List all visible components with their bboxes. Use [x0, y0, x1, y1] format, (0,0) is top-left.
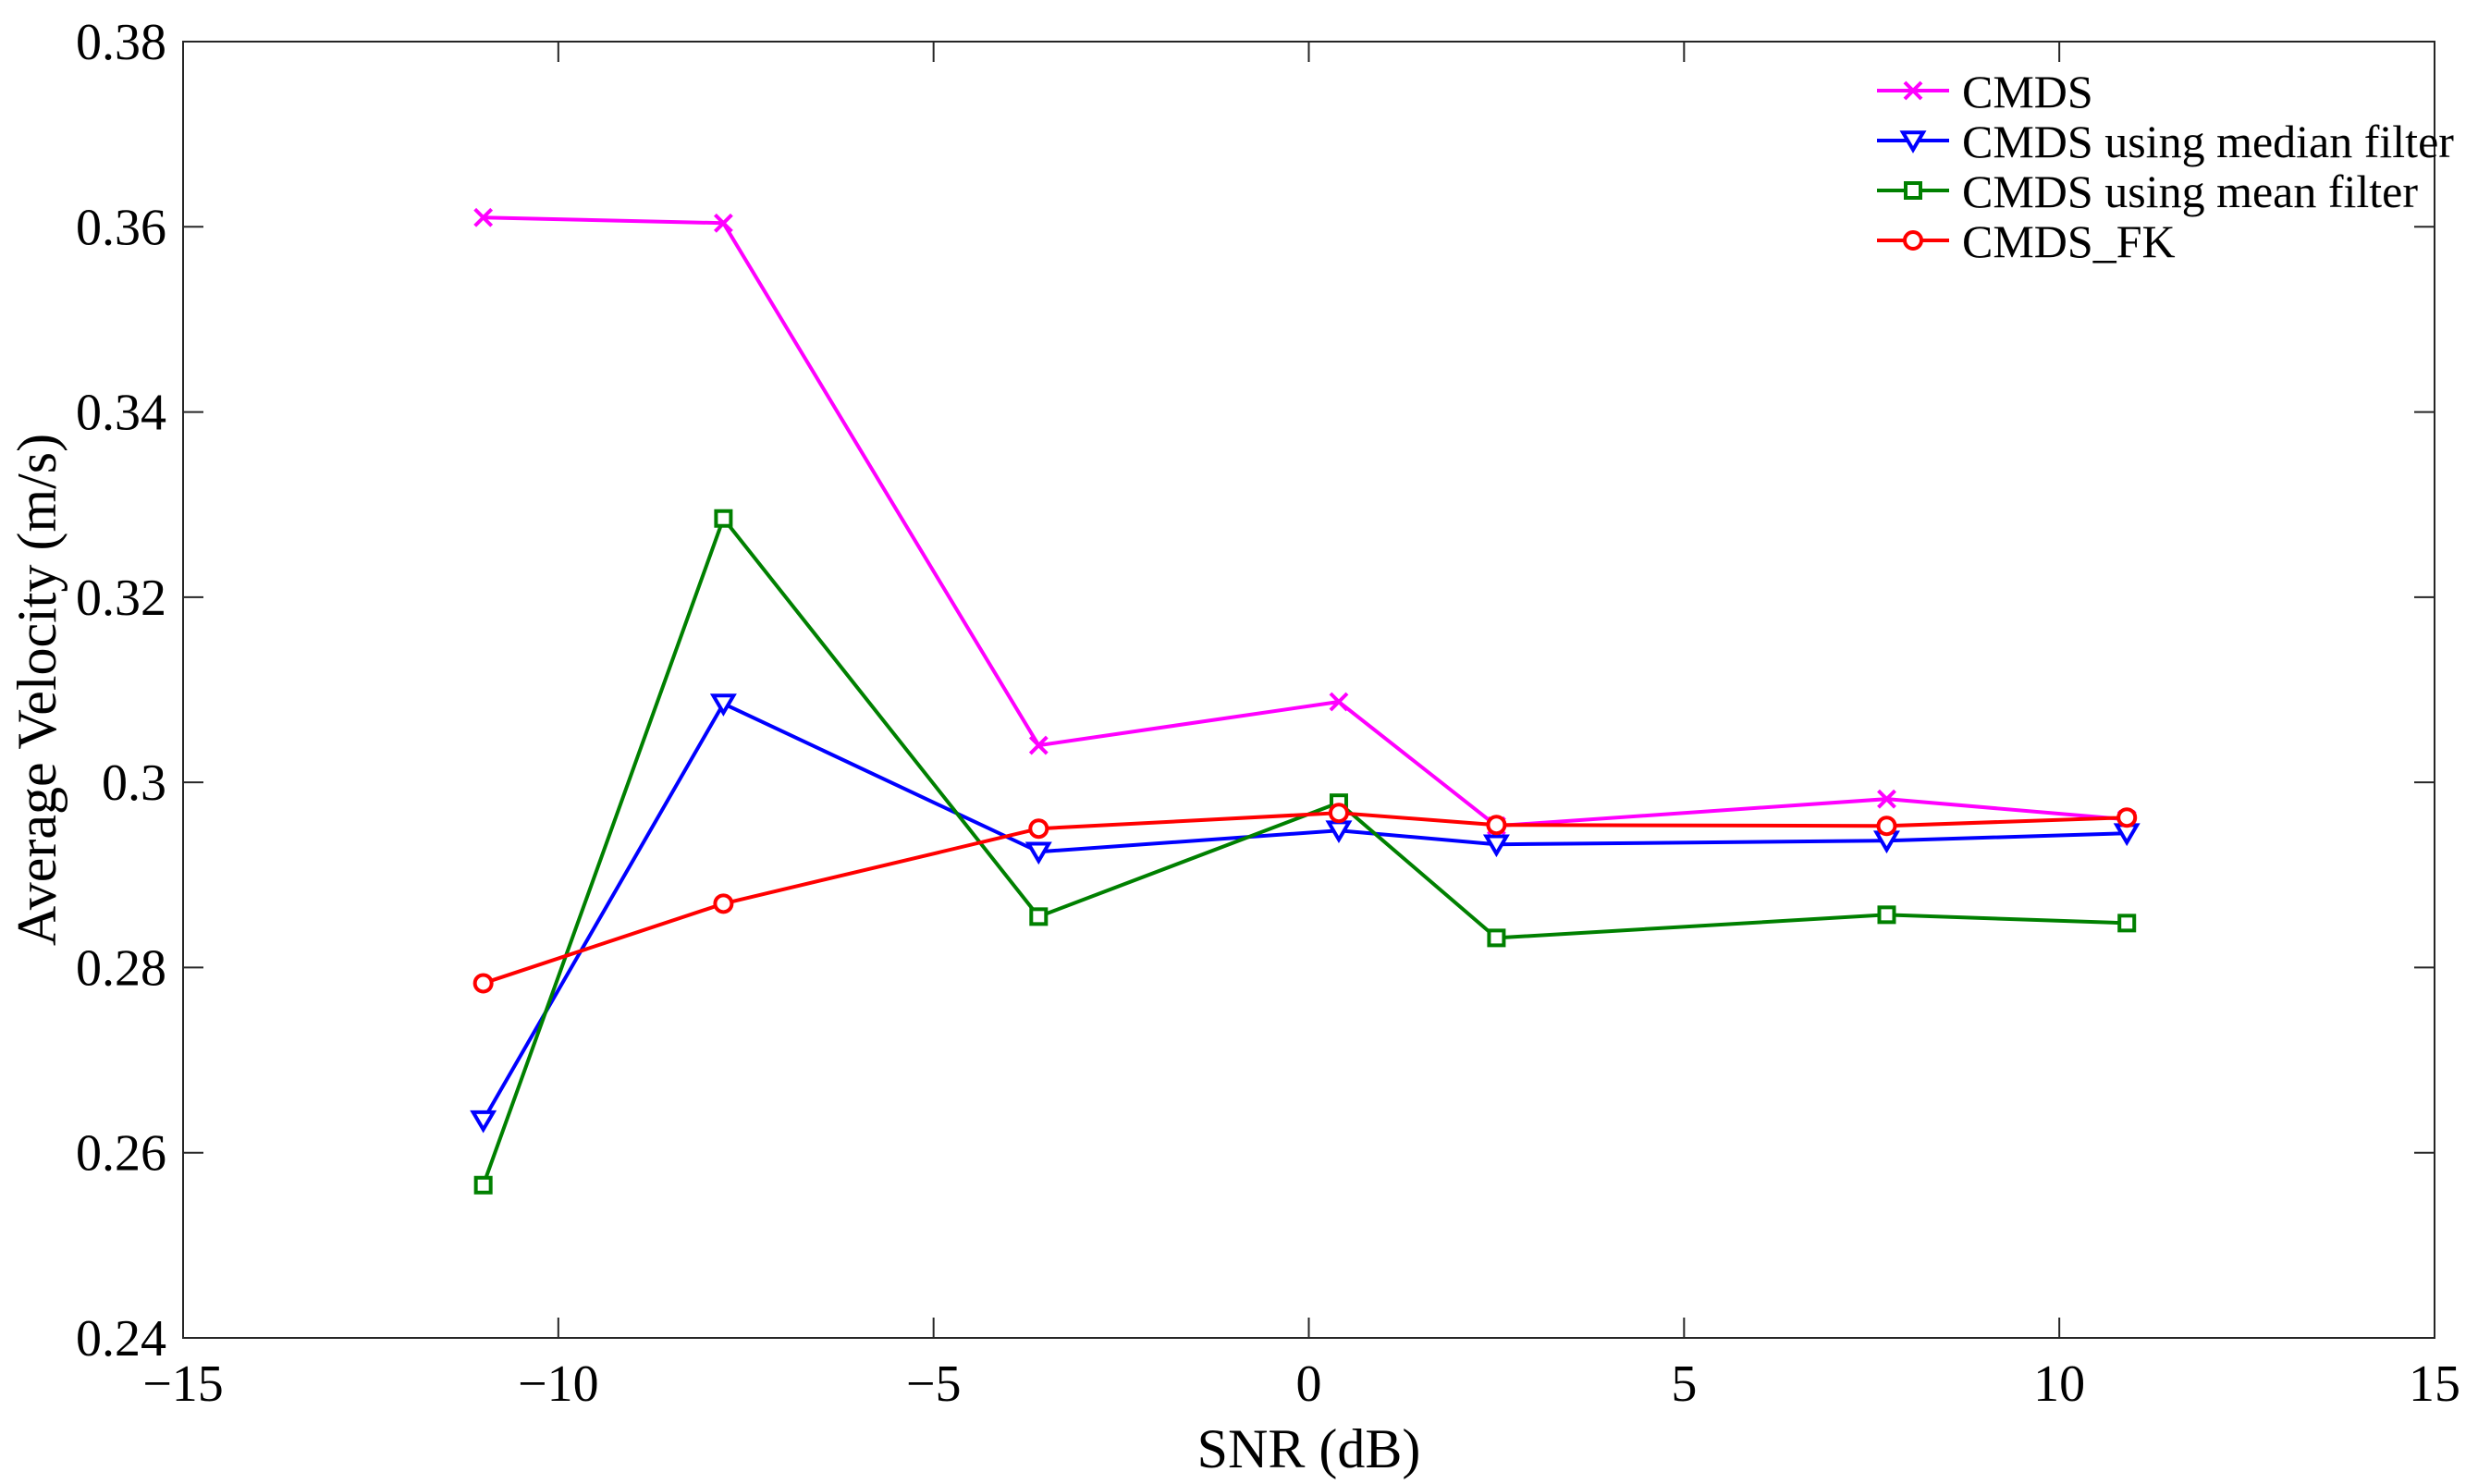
data-point	[1487, 928, 1506, 948]
data-point	[2117, 914, 2137, 933]
legend-label: CMDS using mean filter	[1962, 166, 2418, 217]
data-point	[1482, 834, 1510, 858]
series-2	[473, 509, 2137, 1195]
y-tick-label: 0.32	[76, 570, 166, 627]
data-point	[709, 693, 737, 717]
legend-item: CMDS using median filter	[1877, 116, 2454, 167]
series-line	[481, 516, 2128, 1186]
series-1	[470, 693, 2141, 1134]
data-point	[1486, 815, 1507, 836]
data-point	[472, 973, 494, 994]
data-point	[713, 893, 734, 914]
legend-marker	[1899, 130, 1927, 153]
data-point	[1028, 818, 1049, 840]
x-tick-label: 10	[2033, 1355, 2085, 1413]
data-point	[1329, 692, 1349, 712]
data-point	[714, 509, 733, 528]
y-tick-label: 0.36	[76, 199, 166, 256]
series-3	[472, 803, 2138, 994]
x-tick-label: −5	[906, 1355, 962, 1413]
y-axis-label: Average Velocity (m/s)	[6, 434, 67, 946]
x-tick-label: 5	[1671, 1355, 1697, 1413]
legend-marker	[1904, 181, 1922, 200]
y-ticks: 0.24 0.26 0.28 0.3 0.32 0.34 0.36 0.38	[76, 14, 2435, 1367]
legend-label: CMDS	[1962, 66, 2093, 117]
data-point	[1328, 803, 1349, 824]
legend-item: CMDS using mean filter	[1877, 166, 2418, 217]
data-point	[2116, 807, 2138, 828]
x-tick-label: 0	[1296, 1355, 1322, 1413]
legend-label: CMDS using median filter	[1962, 116, 2454, 167]
y-tick-label: 0.24	[76, 1310, 166, 1367]
data-point	[473, 207, 494, 227]
data-point	[1029, 907, 1049, 926]
data-point	[1325, 820, 1353, 844]
series-layer	[470, 207, 2141, 1195]
x-tick-label: −15	[142, 1355, 224, 1413]
y-tick-label: 0.34	[76, 385, 166, 442]
data-point	[1024, 841, 1052, 865]
data-point	[1028, 735, 1049, 755]
legend-label: CMDS_FK	[1962, 215, 2176, 267]
y-tick-label: 0.28	[76, 939, 166, 997]
data-point	[1877, 789, 1896, 809]
x-tick-label: 15	[2409, 1355, 2460, 1413]
legend-item: CMDS_FK	[1877, 215, 2176, 267]
x-axis-label: SNR (dB)	[1197, 1418, 1421, 1479]
y-tick-label: 0.26	[76, 1125, 166, 1183]
y-tick-label: 0.3	[102, 754, 166, 812]
data-point	[1876, 816, 1897, 837]
legend-marker	[1903, 80, 1923, 101]
legend-marker	[1903, 230, 1923, 251]
data-point	[2113, 823, 2141, 847]
y-tick-label: 0.38	[76, 14, 166, 71]
data-point	[473, 1175, 493, 1195]
data-point	[713, 213, 733, 233]
data-point	[470, 1110, 497, 1134]
data-point	[1877, 905, 1896, 925]
x-tick-label: −10	[518, 1355, 599, 1413]
x-ticks: −15 −10 −5 0 5 10 15	[142, 42, 2460, 1413]
legend-item: CMDS	[1877, 66, 2093, 117]
